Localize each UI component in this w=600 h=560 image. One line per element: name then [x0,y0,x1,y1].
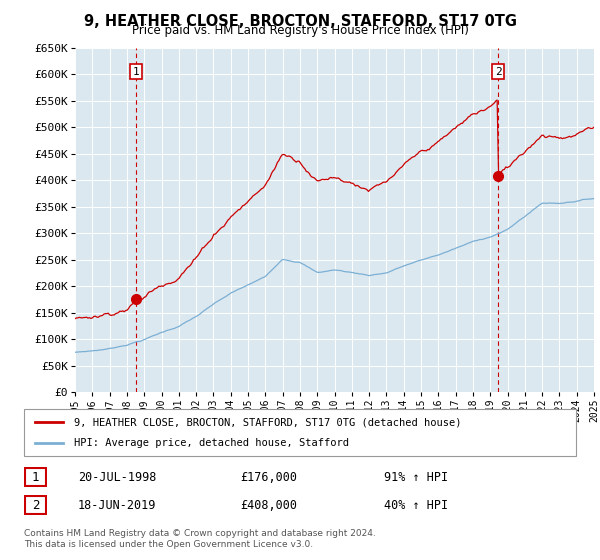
Text: 2: 2 [32,498,39,512]
Text: 20-JUL-1998: 20-JUL-1998 [78,470,157,484]
Text: 1: 1 [133,67,140,77]
FancyBboxPatch shape [25,496,46,514]
Text: HPI: Average price, detached house, Stafford: HPI: Average price, detached house, Staf… [74,438,349,448]
Text: 9, HEATHER CLOSE, BROCTON, STAFFORD, ST17 0TG (detached house): 9, HEATHER CLOSE, BROCTON, STAFFORD, ST1… [74,417,461,427]
Text: 18-JUN-2019: 18-JUN-2019 [78,498,157,512]
Text: 2: 2 [495,67,502,77]
Text: £176,000: £176,000 [240,470,297,484]
Text: Contains HM Land Registry data © Crown copyright and database right 2024.
This d: Contains HM Land Registry data © Crown c… [24,529,376,549]
FancyBboxPatch shape [25,468,46,486]
Text: 9, HEATHER CLOSE, BROCTON, STAFFORD, ST17 0TG: 9, HEATHER CLOSE, BROCTON, STAFFORD, ST1… [83,14,517,29]
Text: £408,000: £408,000 [240,498,297,512]
Text: Price paid vs. HM Land Registry's House Price Index (HPI): Price paid vs. HM Land Registry's House … [131,24,469,37]
Text: 91% ↑ HPI: 91% ↑ HPI [384,470,448,484]
FancyBboxPatch shape [24,409,576,456]
Text: 40% ↑ HPI: 40% ↑ HPI [384,498,448,512]
Text: 1: 1 [32,470,39,484]
